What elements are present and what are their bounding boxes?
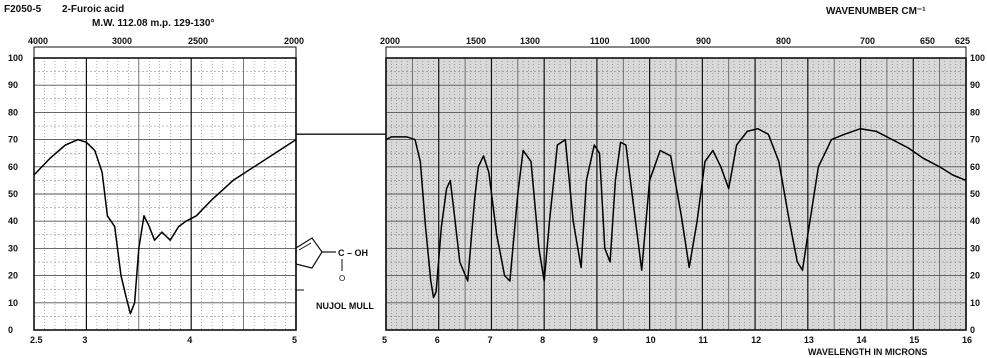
wavenumber-tick-label: 2000 [380,36,400,46]
y-tick-label-left: 70 [8,135,18,145]
x-tick-label-micron: 7 [487,335,492,345]
wavenumber-tick-label: 2000 [284,36,304,46]
x-tick-label-micron: 10 [646,335,656,345]
y-tick-label-left: 80 [8,107,18,117]
wavenumber-tick-label: 1000 [630,36,650,46]
wavenumber-tick-label: 3000 [112,36,132,46]
y-tick-label-right: 30 [970,243,980,253]
x-tick-label-micron: 2.5 [30,335,43,345]
x-tick-label-micron: 12 [751,335,761,345]
wavenumber-tick-label: 650 [920,36,935,46]
compound-name: 2-Furoic acid [62,4,124,15]
wavenumber-tick-label: 700 [860,36,875,46]
x-tick-label-micron: 8 [540,335,545,345]
y-tick-label-right: 50 [970,189,980,199]
wavenumber-tick-label: 800 [776,36,791,46]
wavenumber-tick-label: 1100 [590,36,610,46]
y-tick-label-right: 40 [970,216,980,226]
y-tick-label-left: 0 [8,325,13,335]
x-tick-label-micron: 13 [804,335,814,345]
x-tick-label-micron: 6 [435,335,440,345]
carboxyl-label: C – OH [338,248,368,258]
wavenumber-tick-label: 1300 [520,36,540,46]
tick-labels: 0 0 10 10 20 20 30 30 40 40 50 50 60 60 70 70 80 80 90 90 10… [8,36,985,345]
wavenumber-tick-label: 1500 [466,36,486,46]
y-tick-label-right: 20 [970,271,980,281]
y-tick-label-left: 20 [8,271,18,281]
sample-code: F2050-5 [4,4,42,15]
wavelength-axis-title: WAVELENGTH IN MICRONS [808,347,927,357]
y-tick-label-right: 10 [970,298,980,308]
y-tick-label-left: 90 [8,80,18,90]
y-tick-label-left: 100 [8,53,23,63]
ring-double-bond-icon [298,242,312,251]
chart-frame [33,46,967,331]
x-tick-label-micron: 5 [382,335,387,345]
y-tick-label-left: 30 [8,243,18,253]
left-wavenumber-scale [33,46,297,59]
spectrum-trace-left [33,138,297,315]
y-tick-label-right: 80 [970,107,980,117]
y-tick-label-left: 60 [8,162,18,172]
y-tick-label-right: 70 [970,135,980,145]
x-tick-label-micron: 5 [292,335,297,345]
compound-properties: M.W. 112.08 m.p. 129-130° [92,18,214,29]
y-tick-label-left: 40 [8,216,18,226]
x-tick-label-micron: 15 [909,335,919,345]
x-tick-label-micron: 14 [857,335,867,345]
x-tick-label-micron: 11 [698,335,708,345]
wavenumber-tick-label: 625 [955,36,970,46]
wavenumber-axis-title: WAVENUMBER CM⁻¹ [826,6,926,17]
wavenumber-tick-label: 900 [696,36,711,46]
spectrum-series [33,127,967,315]
x-tick-label-micron: 3 [82,335,87,345]
x-tick-label-micron: 4 [187,335,192,345]
y-tick-label-left: 10 [8,298,18,308]
wavenumber-tick-label: 4000 [28,36,48,46]
furan-ring-icon [295,237,323,269]
x-tick-label-micron: 9 [593,335,598,345]
y-tick-label-right: 0 [970,325,975,335]
y-tick-label-right: 100 [970,53,985,63]
carbonyl-oxygen-label: O [339,274,345,283]
right-wavenumber-scale [385,46,967,59]
y-tick-label-right: 90 [970,80,980,90]
y-tick-label-right: 60 [970,162,980,172]
wavenumber-tick-label: 2500 [188,36,208,46]
spectrum-trace-right [385,127,967,299]
furan-structure: C – OH O [295,237,368,283]
y-tick-label-left: 50 [8,189,18,199]
sample-method-label: NUJOL MULL [316,301,374,311]
chart-grid [33,57,967,331]
x-tick-label-micron: 16 [962,335,972,345]
